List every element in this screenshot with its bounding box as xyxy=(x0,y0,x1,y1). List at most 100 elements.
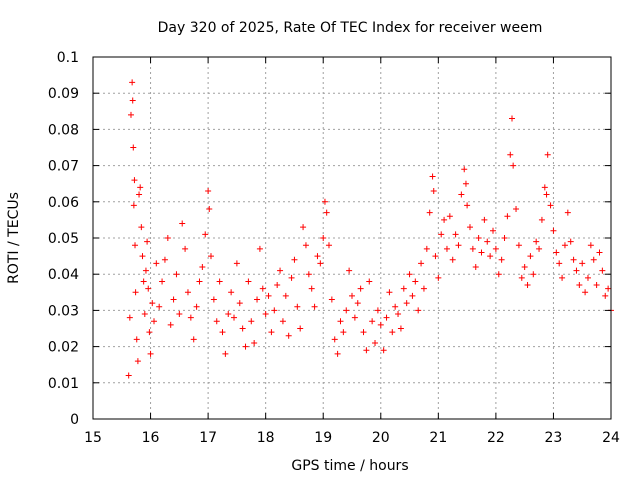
data-point xyxy=(140,278,147,285)
x-tick-label: 16 xyxy=(142,430,160,446)
data-point xyxy=(206,206,213,213)
data-point xyxy=(328,296,335,303)
data-point xyxy=(282,292,289,299)
data-point xyxy=(484,238,491,245)
data-point xyxy=(325,242,332,249)
data-point xyxy=(173,271,180,278)
data-point xyxy=(210,296,217,303)
data-point xyxy=(446,213,453,220)
data-point xyxy=(213,318,220,325)
data-point xyxy=(182,245,189,252)
data-point xyxy=(156,303,163,310)
data-point xyxy=(351,314,358,321)
data-point xyxy=(475,235,482,241)
data-point xyxy=(490,227,497,234)
data-point xyxy=(242,343,249,350)
data-point xyxy=(495,271,502,278)
y-tick-label: 0.1 xyxy=(57,50,79,66)
data-point xyxy=(429,173,436,180)
data-point xyxy=(561,242,568,249)
data-point xyxy=(139,253,146,260)
y-tick-label: 0.04 xyxy=(48,267,79,283)
data-point xyxy=(164,235,171,241)
data-point xyxy=(190,336,197,343)
data-point xyxy=(481,216,488,223)
data-point xyxy=(354,300,361,307)
data-point xyxy=(125,372,132,379)
axis-ticks xyxy=(92,56,612,420)
data-point xyxy=(357,285,364,292)
data-point xyxy=(383,314,390,321)
data-point xyxy=(449,256,456,263)
data-point xyxy=(504,213,511,220)
data-point xyxy=(438,231,445,238)
data-point xyxy=(233,260,240,267)
data-point xyxy=(472,263,479,270)
data-point xyxy=(256,245,263,252)
data-point xyxy=(225,311,232,318)
data-point xyxy=(420,285,427,292)
data-point xyxy=(487,253,494,260)
data-point xyxy=(466,224,473,231)
data-point xyxy=(202,231,209,238)
data-point xyxy=(159,278,166,285)
data-point xyxy=(478,249,485,256)
data-point xyxy=(576,282,583,289)
data-point xyxy=(533,238,540,245)
data-point xyxy=(573,267,580,274)
data-point xyxy=(265,292,272,299)
data-point xyxy=(129,79,136,86)
data-points xyxy=(125,79,614,379)
y-tick-label: 0 xyxy=(70,412,79,428)
x-axis-label: GPS time / hours xyxy=(291,458,408,474)
data-point xyxy=(584,274,591,281)
y-tick-label: 0.06 xyxy=(48,195,79,211)
data-point xyxy=(541,184,548,191)
data-point xyxy=(145,285,152,292)
data-point xyxy=(443,245,450,252)
data-point xyxy=(167,321,174,328)
data-point xyxy=(579,260,586,267)
data-point xyxy=(509,115,516,122)
data-point xyxy=(363,347,370,354)
data-point xyxy=(366,278,373,285)
data-point xyxy=(372,339,379,346)
data-point xyxy=(254,296,261,303)
data-point xyxy=(543,191,550,198)
data-point xyxy=(144,238,151,245)
data-point xyxy=(501,235,508,241)
data-point xyxy=(321,198,328,205)
data-point xyxy=(193,303,200,310)
data-point xyxy=(228,289,235,296)
data-point xyxy=(570,256,577,263)
y-tick-label: 0.08 xyxy=(48,122,79,138)
data-point xyxy=(131,177,138,184)
data-point xyxy=(239,325,246,332)
x-tick-label: 15 xyxy=(84,430,102,446)
data-point xyxy=(395,311,402,318)
data-point xyxy=(415,307,422,314)
data-point xyxy=(498,256,505,263)
data-point xyxy=(127,111,134,118)
data-point xyxy=(461,166,468,173)
data-point xyxy=(605,285,612,292)
data-point xyxy=(153,260,160,267)
data-point xyxy=(231,314,238,321)
data-point xyxy=(469,245,476,252)
data-point xyxy=(179,220,186,227)
data-point xyxy=(134,358,141,365)
data-point xyxy=(285,332,292,339)
data-point xyxy=(142,267,149,274)
data-point xyxy=(458,191,465,198)
data-point xyxy=(412,278,419,285)
x-tick-label: 22 xyxy=(487,430,505,446)
data-point xyxy=(151,318,158,325)
data-point xyxy=(196,278,203,285)
data-point xyxy=(205,187,212,194)
data-point xyxy=(129,97,136,104)
data-point xyxy=(137,184,144,191)
data-point xyxy=(294,303,301,310)
data-point xyxy=(288,274,295,281)
y-tick-label: 0.09 xyxy=(48,86,79,102)
data-point xyxy=(308,285,315,292)
